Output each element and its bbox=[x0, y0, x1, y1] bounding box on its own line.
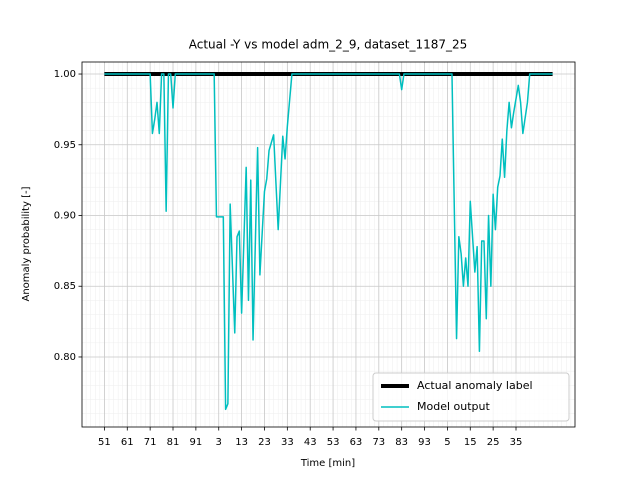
x-tick-label: 91 bbox=[190, 437, 203, 448]
legend-label: Actual anomaly label bbox=[417, 379, 533, 392]
x-tick-label: 61 bbox=[121, 437, 134, 448]
x-tick-label: 51 bbox=[98, 437, 111, 448]
x-tick-label: 23 bbox=[258, 437, 271, 448]
line bbox=[104, 73, 553, 411]
x-tick-label: 63 bbox=[350, 437, 363, 448]
x-tick-label: 93 bbox=[418, 437, 431, 448]
legend-box bbox=[372, 372, 570, 422]
y-tick-label: 1.00 bbox=[54, 69, 76, 80]
x-tick-label: 53 bbox=[327, 437, 340, 448]
legend-label: Model output bbox=[417, 400, 490, 413]
x-tick-label: 73 bbox=[372, 437, 385, 448]
plot-frame bbox=[81, 61, 576, 428]
y-tick-label: 0.80 bbox=[54, 352, 76, 363]
x-tick-label: 15 bbox=[464, 437, 477, 448]
y-axis-label: Anomaly probability [-] bbox=[21, 186, 32, 301]
x-tick-label: 13 bbox=[235, 437, 248, 448]
x-tick-label: 33 bbox=[281, 437, 294, 448]
x-axis-label: Time [min] bbox=[300, 458, 355, 469]
y-tick-label: 0.95 bbox=[54, 140, 76, 151]
x-tick-label: 83 bbox=[395, 437, 408, 448]
x-tick-label: 35 bbox=[510, 437, 523, 448]
x-tick-label: 43 bbox=[304, 437, 317, 448]
chart-title: Actual -Y vs model adm_2_9, dataset_1187… bbox=[189, 38, 468, 52]
x-tick-label: 25 bbox=[487, 437, 500, 448]
x-tick-label: 5 bbox=[444, 437, 450, 448]
y-tick-label: 0.90 bbox=[54, 210, 76, 221]
x-tick-label: 71 bbox=[144, 437, 157, 448]
x-tick-label: 3 bbox=[216, 437, 222, 448]
y-tick-label: 0.85 bbox=[54, 281, 76, 292]
x-tick-label: 81 bbox=[167, 437, 180, 448]
